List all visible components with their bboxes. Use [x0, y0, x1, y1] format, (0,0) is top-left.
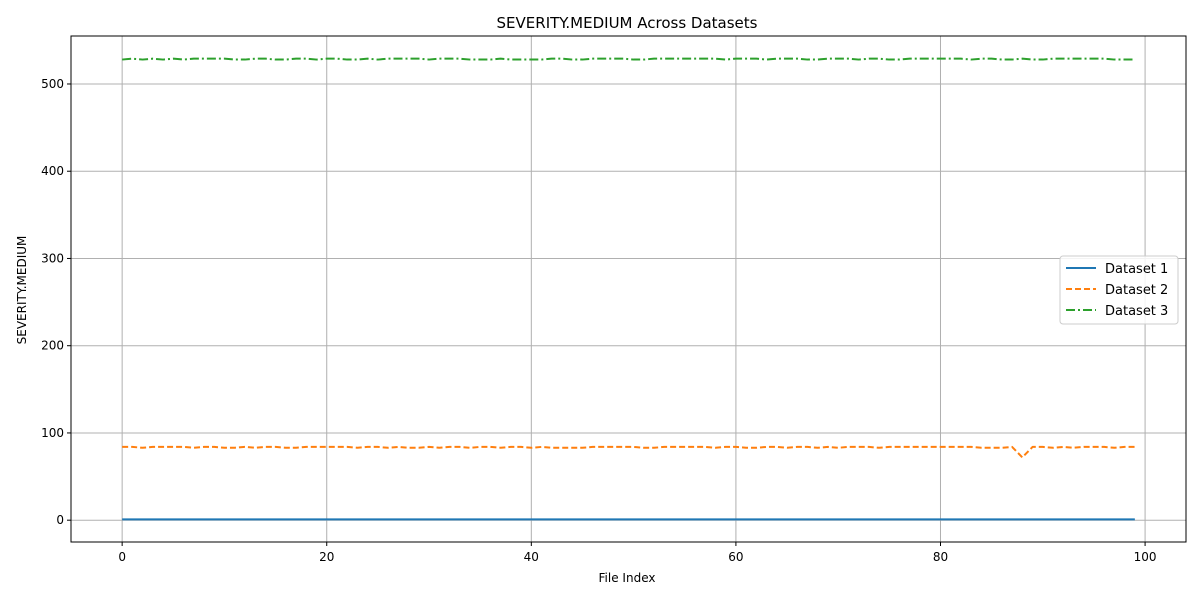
y-tick-label: 400 — [41, 164, 64, 178]
y-axis-ticks: 0 100 200 300 400 500 — [41, 77, 71, 527]
x-axis-label: File Index — [599, 571, 656, 585]
x-tick-label: 0 — [118, 550, 126, 564]
series-line-3 — [122, 57, 1135, 61]
legend-label: Dataset 2 — [1105, 283, 1168, 298]
x-tick-label: 20 — [319, 550, 334, 564]
x-tick-label: 40 — [524, 550, 539, 564]
y-tick-label: 0 — [56, 513, 64, 527]
series-lines — [122, 57, 1135, 521]
x-tick-label: 80 — [933, 550, 948, 564]
legend-box — [1059, 255, 1179, 325]
legend-label: Dataset 3 — [1105, 304, 1168, 319]
y-axis-label: SEVERITY.MEDIUM — [15, 236, 29, 345]
x-tick-label: 60 — [728, 550, 743, 564]
series-line-2 — [122, 445, 1135, 459]
y-tick-label: 200 — [41, 339, 64, 353]
legend-label: Dataset 1 — [1105, 262, 1168, 277]
chart-title: SEVERITY.MEDIUM Across Datasets — [497, 14, 758, 32]
x-axis-ticks: 0 20 40 60 80 100 — [118, 542, 1157, 564]
y-tick-label: 100 — [41, 426, 64, 440]
y-tick-label: 500 — [41, 77, 64, 91]
x-tick-label: 100 — [1134, 550, 1157, 564]
plot-frame — [70, 35, 1187, 543]
y-tick-label: 300 — [41, 251, 64, 265]
legend: Dataset 1 Dataset 2 Dataset 3 — [1059, 255, 1179, 325]
